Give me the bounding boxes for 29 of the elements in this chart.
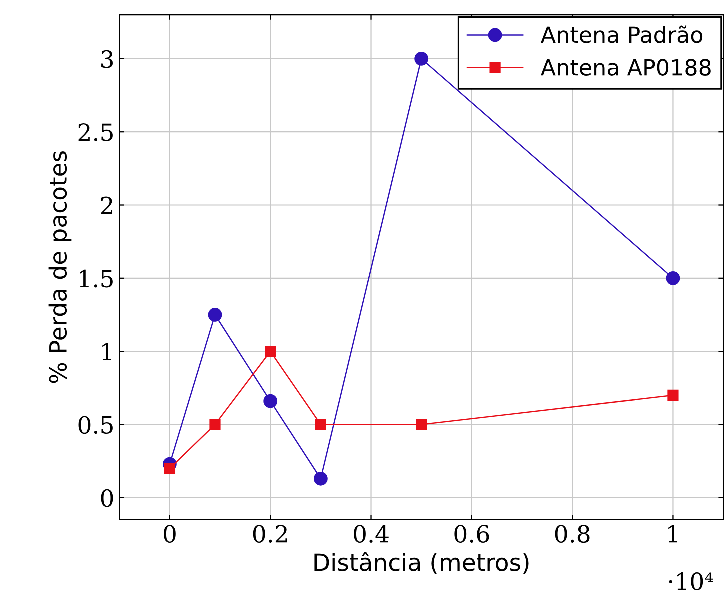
y-tick-label: 0	[101, 489, 114, 508]
point	[668, 390, 679, 402]
x-tick-label: 0.4	[354, 525, 389, 544]
x-axis-title: Distância (metros)	[314, 552, 529, 574]
point	[164, 463, 176, 474]
y-tick-label: 3	[102, 50, 114, 68]
y-tick-label: 2.5	[78, 124, 113, 142]
point	[264, 394, 278, 408]
x-tick-label: 1	[668, 525, 678, 543]
point	[208, 308, 222, 322]
y-tick-label: 0.5	[78, 416, 113, 434]
x-tick-label: 0.6	[454, 525, 490, 544]
legend-label: Antena AP0188	[541, 59, 711, 76]
y-tick-label: 1.5	[80, 270, 113, 288]
point	[314, 472, 328, 486]
point	[414, 52, 429, 66]
text: ·10⁴	[669, 572, 714, 590]
point	[210, 419, 221, 430]
legend-label: Antena Padrão	[541, 26, 703, 44]
y-axis-title: % Perda de pacotes	[48, 152, 72, 384]
point	[265, 346, 276, 358]
x-tick-label: 0	[164, 525, 176, 544]
y-tick-label: 2	[101, 196, 112, 214]
x-tick-label: 0.2	[253, 525, 288, 544]
point	[416, 419, 428, 430]
x-tick-label: 0.8	[555, 525, 590, 544]
point	[315, 419, 326, 430]
point	[666, 271, 680, 286]
y-tick-label: 1	[102, 343, 112, 361]
